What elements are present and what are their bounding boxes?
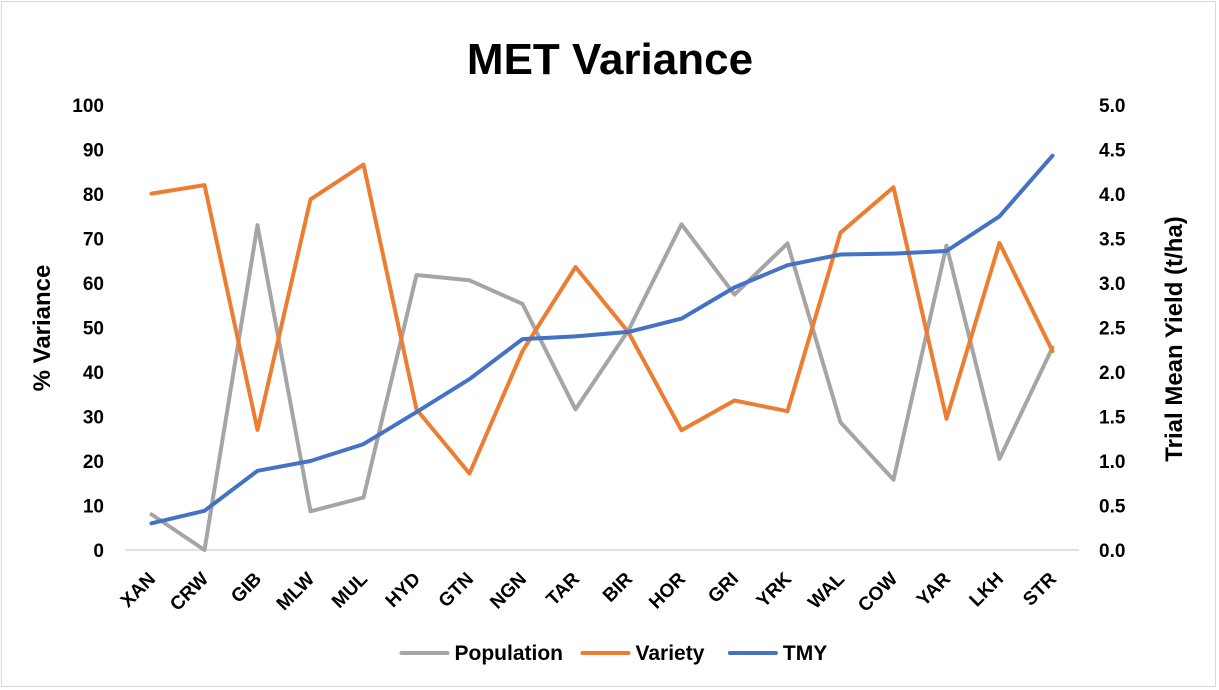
y2-tick-label: 2.5 [1099,319,1126,340]
x-tick-label: GTN [435,569,478,612]
y-tick-label: 10 [83,497,104,518]
y-tick-label: 100 [72,96,104,117]
y-tick-label: 50 [83,319,104,340]
y2-tick-label: 0.5 [1099,497,1126,518]
x-tick-label: YAR [913,568,955,610]
x-tick-label: GRI [704,569,743,608]
y2-tick-label: 3.5 [1099,230,1126,251]
y2-tick-label: 1.5 [1099,408,1126,429]
right-axis-ticks: 0.0 0.5 1.0 1.5 2.0 2.5 3.0 3.5 4.0 4.5 5.0 [1099,96,1126,562]
y-tick-label: 0 [93,541,104,562]
chart-title: MET Variance [467,35,753,84]
legend: Population Variety TMY [399,642,827,665]
y-tick-label: 80 [83,185,104,206]
x-tick-label: WAL [804,568,849,613]
series-line-tmy [149,153,1055,526]
left-axis-ticks: 0 10 20 30 40 50 60 70 80 90 100 [72,96,104,562]
y2-tick-label: 5.0 [1099,96,1125,117]
legend-label-variety: Variety [636,642,705,665]
x-tick-label: HYD [382,569,425,612]
y2-tick-label: 2.0 [1099,363,1125,384]
x-tick-label: GIB [227,569,266,608]
x-tick-label: TAR [543,568,585,610]
y-tick-label: 30 [83,408,104,429]
series-lines [149,153,1055,552]
series-line-population [149,222,1055,552]
y2-tick-label: 1.0 [1099,452,1125,473]
x-tick-label: MLW [273,569,319,615]
x-tick-label: CRW [166,569,213,616]
y-tick-label: 20 [83,452,104,473]
y2-tick-label: 3.0 [1099,274,1125,295]
y-axis-title: % Variance [29,265,56,392]
x-axis-ticks: XAN CRW GIB MLW MUL HYD GTN NGN TAR BIR HOR GRI YRK W… [117,568,1061,616]
series-line-variety [149,162,1055,476]
y-tick-label: 40 [83,363,104,384]
y2-tick-label: 4.5 [1099,141,1126,162]
legend-label-tmy: TMY [783,642,827,665]
y-tick-label: 90 [83,141,104,162]
x-tick-label: BIR [599,568,637,606]
x-tick-label: MUL [328,568,372,612]
x-tick-label: XAN [117,569,160,612]
y-tick-label: 60 [83,274,104,295]
y2-tick-label: 4.0 [1099,185,1125,206]
x-tick-label: YRK [753,568,796,611]
y2-axis-title: Trial Mean Yield (t/ha) [1161,216,1188,461]
legend-label-population: Population [455,642,564,665]
x-tick-label: STR [1019,568,1061,610]
y-tick-label: 70 [83,230,104,251]
y2-tick-label: 0.0 [1099,541,1125,562]
x-tick-label: COW [854,569,902,617]
x-tick-label: LKH [966,569,1008,611]
x-tick-label: HOR [645,568,690,613]
x-tick-label: NGN [486,569,531,614]
